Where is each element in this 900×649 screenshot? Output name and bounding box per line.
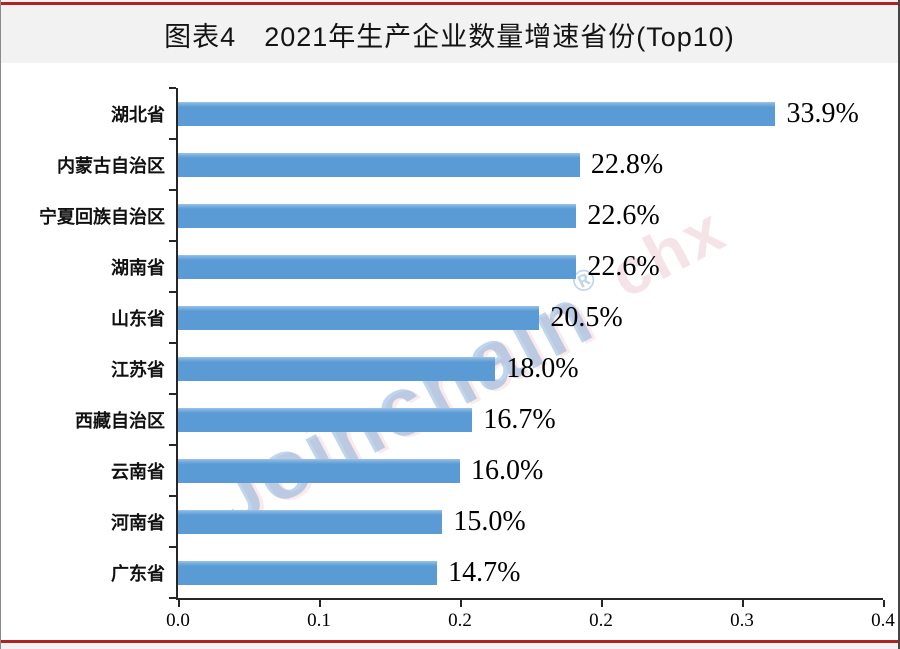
bottom-border-line <box>1 640 898 643</box>
bar <box>178 203 577 228</box>
y-axis-tick <box>169 240 176 242</box>
x-axis-tick-label: 0.2 <box>448 610 472 631</box>
y-axis-tick <box>169 546 176 548</box>
category-label: 云南省 <box>111 461 165 482</box>
figure-header: 图表4 2021年生产企业数量增速省份(Top10) <box>1 5 898 63</box>
x-axis-tick-label: 0.0 <box>166 610 190 631</box>
x-axis-tick-label: 0.3 <box>730 610 754 631</box>
plot-area: 湖北省 33.9% 内蒙古自治区 22.8% 宁夏回族自治区 22.6% 湖南省 22.6% 山… <box>39 87 895 631</box>
category-label: 广东省 <box>111 563 165 584</box>
bar <box>178 254 577 279</box>
y-axis-tick <box>169 495 176 497</box>
bar <box>178 560 438 585</box>
bar <box>178 407 473 432</box>
y-axis-tick <box>169 87 176 89</box>
figure-title: 图表4 2021年生产企业数量增速省份(Top10) <box>164 21 735 52</box>
bar-row: 内蒙古自治区 22.8% <box>57 139 883 190</box>
value-label: 22.6% <box>587 250 660 282</box>
value-label: 20.5% <box>550 301 623 333</box>
value-label: 18.0% <box>506 352 579 384</box>
y-axis-tick <box>169 189 176 191</box>
value-label: 33.9% <box>786 97 859 129</box>
category-label: 湖北省 <box>111 104 165 125</box>
value-label: 16.0% <box>471 454 544 486</box>
category-label: 江苏省 <box>111 359 165 380</box>
bar-row: 江苏省 18.0% <box>111 343 883 394</box>
bar-row: 湖南省 22.6% <box>111 241 883 292</box>
bar-row: 河南省 15.0% <box>111 496 883 547</box>
bar <box>178 152 580 177</box>
x-axis-tick <box>883 600 885 607</box>
bar-row: 宁夏回族自治区 22.6% <box>39 190 883 241</box>
bar <box>178 101 776 126</box>
x-axis-tick <box>460 600 462 607</box>
top-border-line <box>1 2 898 5</box>
category-label: 湖南省 <box>111 257 165 278</box>
bar-row: 湖北省 33.9% <box>111 88 883 139</box>
category-label: 内蒙古自治区 <box>57 155 165 176</box>
x-axis-tick-label: 0.1 <box>307 610 331 631</box>
category-label: 西藏自治区 <box>75 410 165 431</box>
bar <box>178 509 443 534</box>
y-axis-tick <box>169 342 176 344</box>
bar-row: 西藏自治区 16.7% <box>75 394 883 445</box>
x-axis-tick <box>742 600 744 607</box>
value-label: 15.0% <box>453 505 526 537</box>
bar-row: 云南省 16.0% <box>111 445 883 496</box>
category-label: 河南省 <box>111 512 165 533</box>
value-label: 22.6% <box>587 199 660 231</box>
category-label: 山东省 <box>111 308 165 329</box>
value-label: 16.7% <box>483 403 556 435</box>
x-axis-tick <box>178 600 180 607</box>
bar-row: 山东省 20.5% <box>111 292 883 343</box>
bar <box>178 458 460 483</box>
x-axis-tick <box>601 600 603 607</box>
x-axis-tick <box>319 600 321 607</box>
bar <box>178 356 496 381</box>
bar <box>178 305 540 330</box>
category-label: 宁夏回族自治区 <box>39 206 165 227</box>
value-label: 14.7% <box>448 556 521 588</box>
y-axis-tick <box>169 138 176 140</box>
bar-row: 广东省 14.7% <box>111 547 883 598</box>
x-axis-tick-label: 0.4 <box>871 610 895 631</box>
y-axis-tick <box>169 597 176 599</box>
y-axis-tick <box>169 444 176 446</box>
value-label: 22.8% <box>590 148 664 180</box>
x-axis-tick-label: 0.2 <box>589 610 613 631</box>
y-axis-tick <box>169 393 176 395</box>
y-axis-tick <box>169 291 176 293</box>
bar-chart: Joinchain®chx 湖北省 33.9% 内蒙古自治区 22.8% 宁夏回族自治区… <box>1 63 898 640</box>
